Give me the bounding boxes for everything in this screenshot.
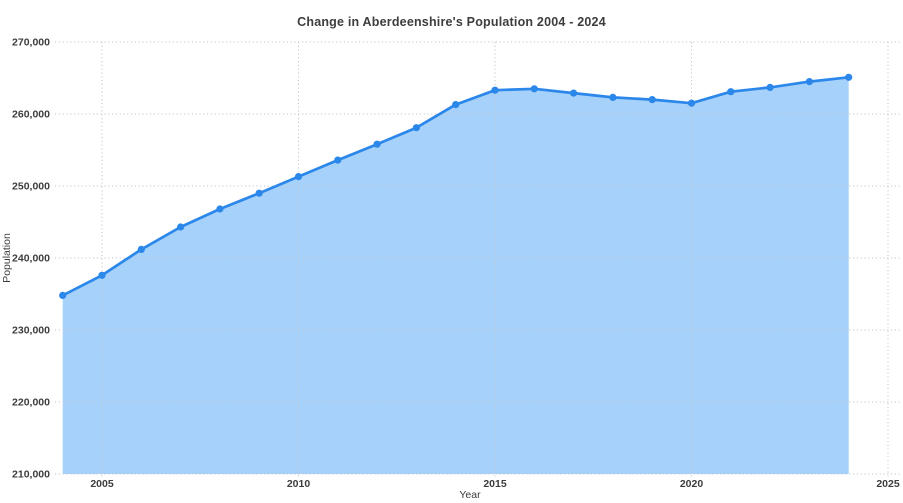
y-tick-label: 250,000 <box>12 181 50 193</box>
y-tick-label: 220,000 <box>12 397 50 409</box>
data-point-2012 <box>373 140 381 148</box>
data-point-2006 <box>137 245 145 253</box>
data-point-2008 <box>216 205 224 213</box>
x-axis-title: Year <box>459 489 481 501</box>
y-axis-title: Population <box>1 233 13 283</box>
data-point-2016 <box>530 85 538 93</box>
data-point-2009 <box>255 189 263 197</box>
y-tick-label: 270,000 <box>12 37 50 49</box>
data-point-2015 <box>491 86 499 94</box>
x-tick-label: 2010 <box>287 478 311 490</box>
data-point-2004 <box>59 291 67 299</box>
data-point-2010 <box>294 173 303 181</box>
y-tick-label: 210,000 <box>12 469 50 481</box>
x-tick-label: 2005 <box>90 478 114 490</box>
y-tick-label: 230,000 <box>12 325 50 337</box>
data-point-2007 <box>177 223 185 231</box>
data-point-2017 <box>570 89 578 97</box>
data-point-2020 <box>687 99 696 107</box>
data-point-2023 <box>805 78 814 86</box>
data-point-2014 <box>452 101 460 109</box>
y-tick-label: 240,000 <box>12 253 50 265</box>
data-point-2018 <box>609 93 617 101</box>
data-point-2011 <box>334 156 342 164</box>
data-point-2013 <box>412 124 420 132</box>
x-tick-label: 2015 <box>483 478 507 490</box>
x-tick-label: 2020 <box>680 478 704 490</box>
y-tick-label: 260,000 <box>12 109 50 121</box>
data-point-2024 <box>845 73 853 81</box>
x-tick-label: 2025 <box>876 478 900 490</box>
population-area-fill <box>62 77 849 475</box>
data-point-2005 <box>98 271 106 279</box>
chart-title: Change in Aberdeenshire's Population 200… <box>297 15 606 29</box>
data-point-2021 <box>727 88 735 96</box>
data-point-2019 <box>648 96 656 104</box>
data-point-2022 <box>766 83 774 91</box>
